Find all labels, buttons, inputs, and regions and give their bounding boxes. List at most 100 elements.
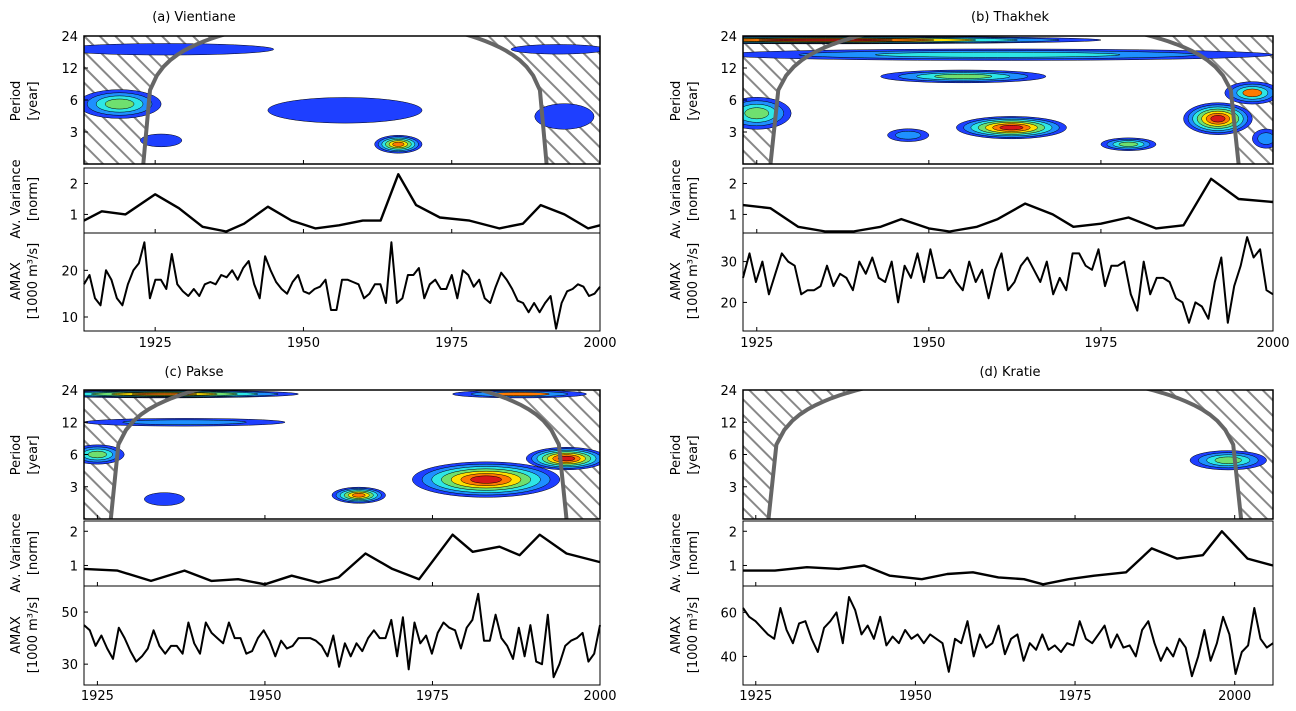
amax-label-line1: AMAX xyxy=(9,262,24,300)
variance-line xyxy=(83,533,601,586)
power-contour xyxy=(534,103,595,130)
power-contour xyxy=(1214,456,1242,464)
power-contour xyxy=(758,38,893,42)
variance-label-line1: Av. Variance xyxy=(9,159,24,238)
year-tick-label: 1950 xyxy=(899,689,932,704)
amax-line xyxy=(83,592,601,679)
power-contour xyxy=(744,107,769,120)
wavelet-power-spectrum xyxy=(743,36,1273,164)
power-contour xyxy=(1118,141,1139,147)
period-tick-label: 24 xyxy=(720,30,737,45)
period-label-line2: [year] xyxy=(686,81,701,120)
coi-curve xyxy=(766,390,1244,519)
panel-pakse: (c) Pakse Period [year] Av. Variance [no… xyxy=(9,365,617,704)
period-label-line2: [year] xyxy=(26,81,41,120)
power-contour xyxy=(104,98,135,110)
period-tick-label: 24 xyxy=(61,30,78,45)
year-tick-label: 2000 xyxy=(1256,336,1289,351)
amax-label-line1: AMAX xyxy=(669,616,684,654)
period-label-line1: Period xyxy=(9,81,24,122)
wavelet-power-spectrum xyxy=(743,390,1273,519)
amax-frame xyxy=(83,585,601,686)
period-tick-label: 24 xyxy=(61,384,78,399)
period-tick-label: 12 xyxy=(720,416,737,431)
coi-curve xyxy=(141,36,549,164)
year-tick-label: 1975 xyxy=(416,689,449,704)
period-tick-label: 24 xyxy=(720,384,737,399)
variance-tick-label: 2 xyxy=(70,177,78,192)
variance-tick-label: 1 xyxy=(70,559,78,574)
power-contour xyxy=(895,130,922,140)
power-contour xyxy=(352,493,366,498)
coi-curve xyxy=(768,36,1241,164)
variance-tick-label: 2 xyxy=(70,525,78,540)
amax-label-line1: AMAX xyxy=(669,262,684,300)
year-tick-label: 1925 xyxy=(139,336,172,351)
period-tick-label: 3 xyxy=(70,126,78,141)
variance-label-line2: [norm] xyxy=(26,177,41,221)
power-contour xyxy=(122,419,247,425)
power-contour xyxy=(267,97,423,124)
variance-label-line2: [norm] xyxy=(686,177,701,221)
power-contour xyxy=(510,44,600,55)
period-tick-label: 6 xyxy=(729,94,737,109)
coi-curve xyxy=(108,390,569,519)
variance-tick-label: 1 xyxy=(729,208,737,223)
year-tick-label: 1975 xyxy=(435,336,468,351)
amax-label-line2: [1000 m³/s] xyxy=(26,597,41,673)
amax-line xyxy=(742,596,1274,678)
coi-interior xyxy=(143,36,547,164)
wavelet-power-spectrum xyxy=(84,390,600,519)
period-tick-label: 3 xyxy=(729,481,737,496)
period-tick-label: 6 xyxy=(729,449,737,464)
amax-label-line1: AMAX xyxy=(9,616,24,654)
wavelet-power-spectrum xyxy=(84,36,600,164)
period-tick-label: 6 xyxy=(70,449,78,464)
period-tick-label: 3 xyxy=(729,126,737,141)
panel-title: (b) Thakhek xyxy=(971,10,1049,25)
amax-tick-label: 10 xyxy=(61,311,78,326)
amax-label-line2: [1000 m³/s] xyxy=(686,597,701,673)
amax-tick-label: 50 xyxy=(61,606,78,621)
variance-frame xyxy=(742,167,1274,234)
variance-frame xyxy=(742,520,1274,587)
amax-label-line2: [1000 m³/s] xyxy=(26,243,41,319)
year-tick-label: 1950 xyxy=(248,689,281,704)
period-tick-label: 12 xyxy=(61,62,78,77)
variance-tick-label: 2 xyxy=(729,525,737,540)
period-label-line1: Period xyxy=(9,435,24,476)
power-contour xyxy=(392,141,405,147)
power-contour xyxy=(470,475,502,484)
panel-title: (d) Kratie xyxy=(979,365,1040,380)
year-tick-label: 1925 xyxy=(81,689,114,704)
period-tick-label: 12 xyxy=(61,416,78,431)
period-label-line2: [year] xyxy=(686,435,701,474)
panel-title: (a) Vientiane xyxy=(152,10,236,25)
period-label-line2: [year] xyxy=(26,435,41,474)
variance-line xyxy=(742,177,1274,233)
variance-tick-label: 2 xyxy=(729,177,737,192)
variance-label-line2: [norm] xyxy=(686,531,701,575)
amax-tick-label: 30 xyxy=(61,658,78,673)
variance-label-line1: Av. Variance xyxy=(9,513,24,592)
year-tick-label: 1975 xyxy=(1059,689,1092,704)
period-tick-label: 3 xyxy=(70,481,78,496)
year-tick-label: 1925 xyxy=(740,336,773,351)
power-contour xyxy=(1257,132,1273,145)
amax-tick-label: 60 xyxy=(720,606,737,621)
panel-title: (c) Pakse xyxy=(165,365,224,380)
year-tick-label: 1950 xyxy=(287,336,320,351)
amax-label-line2: [1000 m³/s] xyxy=(686,243,701,319)
year-tick-label: 1975 xyxy=(1084,336,1117,351)
coi-interior xyxy=(768,390,1242,519)
amax-frame xyxy=(742,232,1274,332)
amax-tick-label: 40 xyxy=(720,650,737,665)
amax-tick-label: 30 xyxy=(720,256,737,271)
power-contour xyxy=(140,133,183,148)
variance-tick-label: 1 xyxy=(729,559,737,574)
variance-label-line1: Av. Variance xyxy=(669,159,684,238)
coi-interior xyxy=(770,36,1239,164)
variance-line xyxy=(743,530,1274,586)
amax-tick-label: 20 xyxy=(61,264,78,279)
